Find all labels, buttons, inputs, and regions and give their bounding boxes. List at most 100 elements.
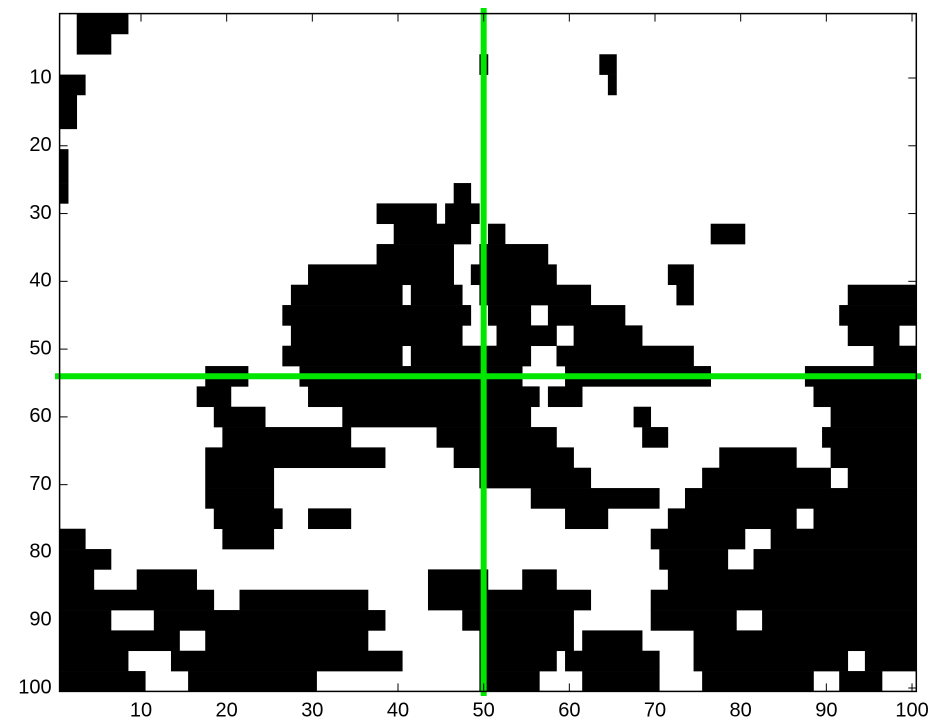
pixel-run bbox=[487, 305, 532, 326]
pixel-run bbox=[830, 447, 917, 469]
pixel-run bbox=[153, 610, 386, 631]
y-tick-label: 30 bbox=[29, 202, 51, 224]
x-tick-label: 70 bbox=[644, 700, 666, 722]
pixel-run bbox=[753, 549, 917, 570]
pixel-run bbox=[308, 264, 454, 286]
pixel-run bbox=[196, 386, 232, 408]
x-tick-label: 60 bbox=[558, 700, 580, 722]
pixel-run bbox=[290, 284, 403, 306]
pixel-run bbox=[470, 264, 557, 286]
pixel-run bbox=[607, 74, 617, 96]
pixel-run bbox=[479, 650, 557, 672]
pixel-run bbox=[136, 569, 197, 591]
pixel-run bbox=[633, 406, 652, 428]
pixel-run bbox=[659, 549, 729, 570]
x-tick-label: 20 bbox=[216, 700, 238, 722]
pixel-run bbox=[479, 467, 592, 489]
y-tick-label: 10 bbox=[29, 66, 51, 88]
pixel-run bbox=[702, 467, 831, 489]
pixel-run bbox=[702, 671, 814, 692]
y-tick-label: 60 bbox=[29, 405, 51, 427]
pixel-run bbox=[565, 508, 609, 530]
pixel-run bbox=[667, 264, 694, 286]
pixel-run bbox=[393, 223, 472, 245]
pixel-run bbox=[565, 650, 660, 672]
pixel-run bbox=[222, 528, 275, 550]
pixel-run bbox=[410, 284, 463, 306]
x-tick-label: 90 bbox=[815, 700, 837, 722]
pixel-run bbox=[445, 203, 480, 225]
pixel-run bbox=[76, 33, 112, 55]
pixel-run bbox=[650, 528, 746, 550]
pixel-run bbox=[573, 325, 643, 347]
pixel-run bbox=[813, 386, 917, 408]
pixel-run bbox=[462, 610, 574, 631]
pixel-run bbox=[213, 406, 266, 428]
x-tick-label: 40 bbox=[387, 700, 409, 722]
pixel-run bbox=[487, 223, 506, 245]
pixel-run bbox=[650, 589, 917, 611]
pixel-run bbox=[282, 345, 403, 367]
pixel-run bbox=[453, 183, 472, 204]
pixel-run bbox=[839, 305, 917, 326]
pixel-run bbox=[222, 427, 352, 448]
pixel-run bbox=[873, 345, 917, 367]
pixel-run bbox=[59, 650, 129, 672]
pixel-run bbox=[59, 589, 215, 611]
pixel-run bbox=[530, 488, 660, 509]
pixel-run bbox=[239, 589, 369, 611]
pixel-run bbox=[205, 630, 369, 652]
pixel-run bbox=[830, 406, 917, 428]
pixel-run bbox=[667, 508, 797, 530]
pixel-run bbox=[376, 203, 437, 225]
pixel-run bbox=[770, 528, 917, 550]
pixel-run bbox=[642, 427, 669, 448]
pixel-run bbox=[599, 54, 617, 75]
pixel-run bbox=[684, 488, 917, 509]
y-tick-label: 50 bbox=[29, 337, 51, 359]
pixel-run bbox=[59, 183, 69, 204]
pixel-run bbox=[667, 569, 917, 591]
pixel-run bbox=[847, 284, 917, 306]
pixel-run bbox=[479, 630, 574, 652]
pixel-run bbox=[436, 427, 557, 448]
pixel-run bbox=[59, 671, 146, 692]
pixel-run bbox=[522, 569, 557, 591]
pixel-run bbox=[547, 386, 583, 408]
pixel-run bbox=[676, 284, 694, 306]
y-tick-label: 90 bbox=[29, 609, 51, 631]
pixel-run bbox=[556, 345, 694, 367]
y-tick-label: 100 bbox=[18, 676, 51, 698]
x-tick-label: 80 bbox=[730, 700, 752, 722]
y-tick-label: 70 bbox=[29, 473, 51, 495]
pixel-run bbox=[822, 427, 917, 448]
pixel-run bbox=[847, 467, 917, 489]
pixel-run bbox=[59, 630, 180, 652]
pixel-run bbox=[59, 610, 112, 631]
pixel-run bbox=[188, 671, 317, 692]
pixel-run bbox=[650, 610, 737, 631]
pixel-run bbox=[282, 305, 472, 326]
x-tick-label: 30 bbox=[301, 700, 323, 722]
pixel-run bbox=[427, 589, 592, 611]
y-tick-label: 40 bbox=[29, 270, 51, 292]
pixel-run bbox=[453, 447, 574, 469]
pixel-run bbox=[479, 671, 540, 692]
pixel-run bbox=[59, 549, 112, 570]
pixel-run bbox=[205, 447, 386, 469]
pixel-run bbox=[205, 467, 275, 489]
y-tick-label: 20 bbox=[29, 134, 51, 156]
pixel-run bbox=[59, 569, 95, 591]
pixel-run bbox=[376, 244, 454, 265]
pixel-run bbox=[76, 13, 129, 35]
pixel-run bbox=[290, 325, 463, 347]
pixel-run bbox=[213, 508, 283, 530]
pixel-run bbox=[693, 650, 849, 672]
pixel-run bbox=[427, 569, 489, 591]
x-tick-label: 10 bbox=[130, 700, 152, 722]
pixel-run bbox=[693, 630, 917, 652]
pixel-run bbox=[582, 630, 643, 652]
pixel-run bbox=[719, 447, 797, 469]
